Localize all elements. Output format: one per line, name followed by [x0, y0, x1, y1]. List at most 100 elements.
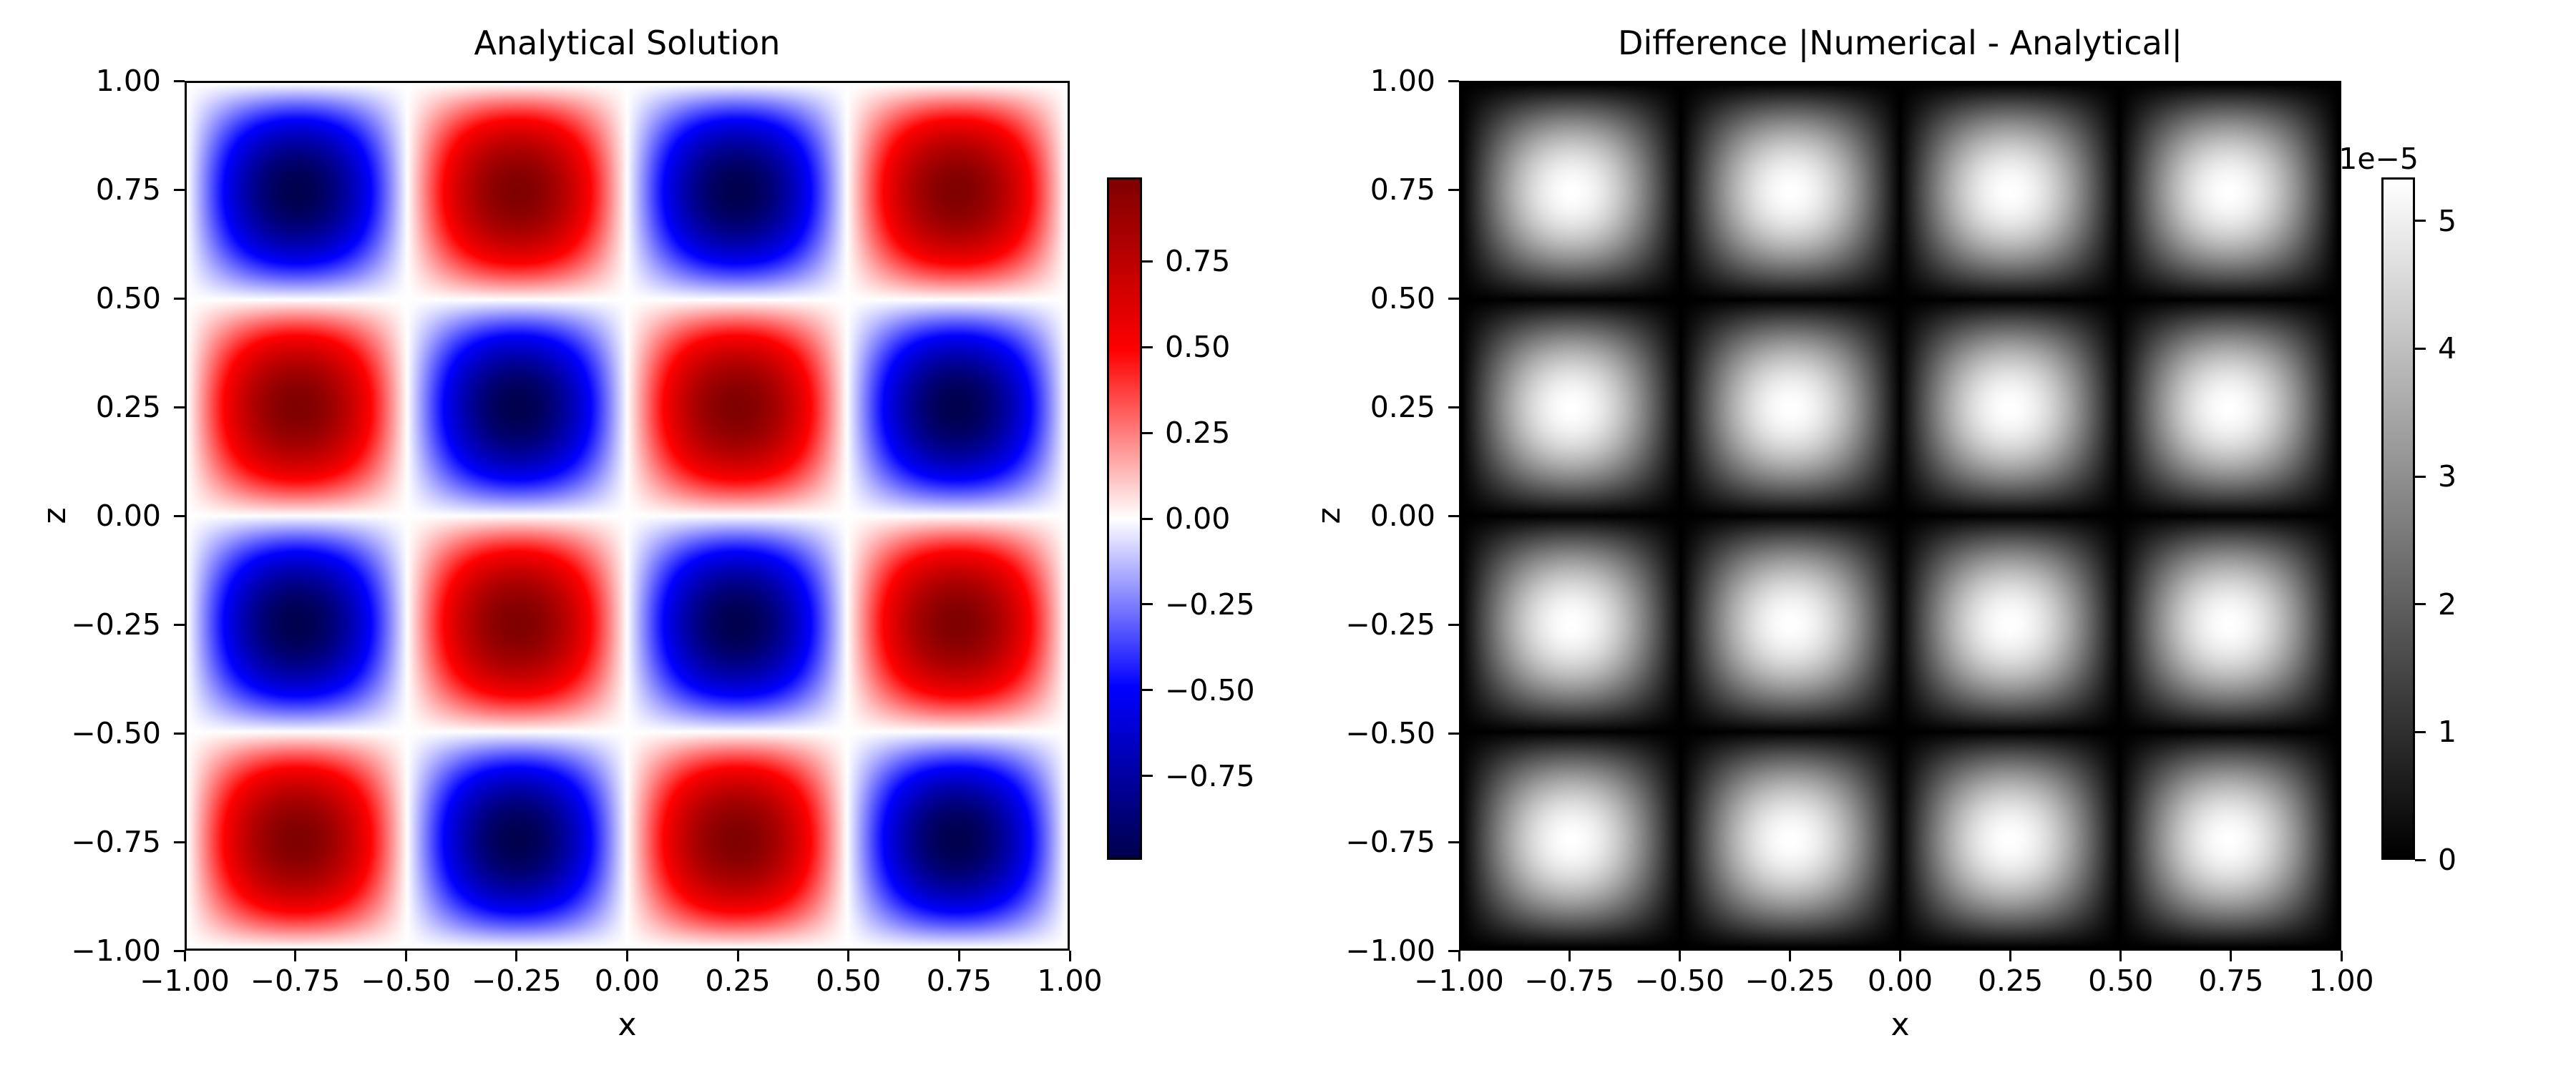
analytical-heatmap-axes [185, 81, 1070, 951]
y-tick-label: −0.50 [71, 716, 161, 750]
colorbar-tick-mark [1142, 431, 1153, 434]
x-tick-mark [294, 951, 297, 961]
y-tick-label: −0.25 [1345, 607, 1435, 642]
y-tick-mark [174, 623, 185, 626]
colorbar-tick-label: −0.50 [1165, 672, 1255, 707]
x-tick-label: −1.00 [140, 964, 230, 998]
colorbar-tick-label: 0.50 [1165, 330, 1231, 365]
colorbar-tick-label: 5 [2438, 203, 2457, 238]
y-tick-mark [1448, 732, 1459, 735]
colorbar-tick-mark [1142, 775, 1153, 778]
colorbar-tick-label: −0.25 [1165, 587, 1255, 622]
x-tick-mark [1899, 951, 1901, 961]
x-tick-label: −0.75 [1524, 964, 1614, 998]
y-tick-label: 0.25 [1370, 390, 1435, 424]
difference-colorbar-gradient [2384, 180, 2413, 858]
x-tick-mark [1068, 951, 1071, 961]
analytical-heatmap-image [187, 83, 1068, 949]
x-tick-label: −0.75 [250, 964, 341, 998]
colorbar-tick-mark [2415, 475, 2426, 478]
y-tick-label: 0.00 [1370, 499, 1435, 533]
y-tick-mark [174, 841, 185, 843]
y-tick-mark [1448, 79, 1459, 82]
x-tick-label: 1.00 [1037, 964, 1103, 998]
colorbar-offset-label: 1e−5 [2338, 142, 2419, 176]
analytical-colorbar [1107, 177, 1142, 860]
x-tick-mark [736, 951, 739, 961]
colorbar-tick-mark [1142, 346, 1153, 348]
y-tick-label: 0.25 [95, 390, 161, 424]
y-tick-label: 1.00 [1370, 64, 1435, 98]
colorbar-tick-mark [2415, 220, 2426, 222]
difference-heatmap-image [1461, 83, 2339, 949]
colorbar-tick-label: 0.25 [1165, 416, 1231, 451]
y-tick-label: 0.50 [1370, 281, 1435, 315]
colorbar-tick-label: 0.00 [1165, 501, 1231, 536]
x-tick-mark [515, 951, 518, 961]
colorbar-tick-label: 1 [2438, 715, 2457, 750]
y-tick-mark [1448, 188, 1459, 191]
x-tick-mark [626, 951, 628, 961]
analytical-plot-title: Analytical Solution [474, 24, 781, 62]
y-tick-label: −1.00 [71, 934, 161, 968]
x-tick-mark [957, 951, 960, 961]
x-tick-mark [404, 951, 407, 961]
y-tick-label: 1.00 [95, 64, 161, 98]
y-tick-label: −1.00 [1345, 934, 1435, 968]
y-tick-mark [174, 297, 185, 300]
y-tick-mark [1448, 949, 1459, 952]
colorbar-tick-mark [1142, 689, 1153, 692]
x-tick-mark [183, 951, 186, 961]
colorbar-tick-label: 0 [2438, 843, 2457, 877]
analytical-xlabel: x [618, 1006, 637, 1043]
x-tick-label: 0.00 [594, 964, 660, 998]
y-tick-mark [174, 188, 185, 191]
x-tick-label: 0.75 [2198, 964, 2264, 998]
colorbar-tick-label: 2 [2438, 587, 2457, 622]
x-tick-mark [1788, 951, 1791, 961]
difference-heatmap-axes [1459, 81, 2341, 951]
colorbar-tick-mark [1142, 603, 1153, 606]
y-tick-mark [1448, 514, 1459, 517]
x-tick-mark [847, 951, 850, 961]
colorbar-tick-mark [2415, 730, 2426, 733]
colorbar-tick-label: −0.75 [1165, 758, 1255, 793]
x-tick-label: 0.50 [816, 964, 882, 998]
colorbar-tick-label: 0.75 [1165, 244, 1231, 279]
y-tick-mark [174, 949, 185, 952]
colorbar-tick-label: 3 [2438, 459, 2457, 494]
x-tick-label: 1.00 [2308, 964, 2374, 998]
x-tick-label: 0.50 [2088, 964, 2154, 998]
x-tick-label: −0.25 [472, 964, 562, 998]
y-tick-label: 0.00 [95, 499, 161, 533]
y-tick-mark [174, 406, 185, 408]
x-tick-label: −0.25 [1745, 964, 1835, 998]
y-tick-label: −0.25 [71, 607, 161, 642]
y-tick-mark [174, 79, 185, 82]
x-tick-mark [2340, 951, 2343, 961]
colorbar-tick-mark [1142, 260, 1153, 263]
y-tick-mark [1448, 623, 1459, 626]
y-tick-label: 0.75 [1370, 172, 1435, 207]
y-tick-mark [1448, 297, 1459, 300]
x-tick-label: −0.50 [361, 964, 452, 998]
colorbar-tick-mark [2415, 603, 2426, 606]
difference-colorbar [2381, 177, 2415, 860]
x-tick-label: 0.75 [926, 964, 992, 998]
colorbar-tick-mark [2415, 347, 2426, 350]
analytical-colorbar-gradient [1109, 180, 1140, 858]
x-tick-mark [1458, 951, 1460, 961]
x-tick-label: 0.00 [1867, 964, 1933, 998]
y-tick-mark [1448, 406, 1459, 408]
x-tick-mark [2119, 951, 2122, 961]
colorbar-tick-mark [2415, 858, 2426, 861]
difference-xlabel: x [1890, 1006, 1910, 1043]
x-tick-mark [2230, 951, 2233, 961]
colorbar-tick-label: 4 [2438, 331, 2457, 366]
difference-plot-title: Difference |Numerical - Analytical| [1617, 24, 2183, 62]
y-tick-label: −0.50 [1345, 716, 1435, 750]
x-tick-mark [1568, 951, 1571, 961]
y-tick-label: 0.75 [95, 172, 161, 207]
y-tick-label: −0.75 [1345, 825, 1435, 859]
y-tick-mark [174, 732, 185, 735]
